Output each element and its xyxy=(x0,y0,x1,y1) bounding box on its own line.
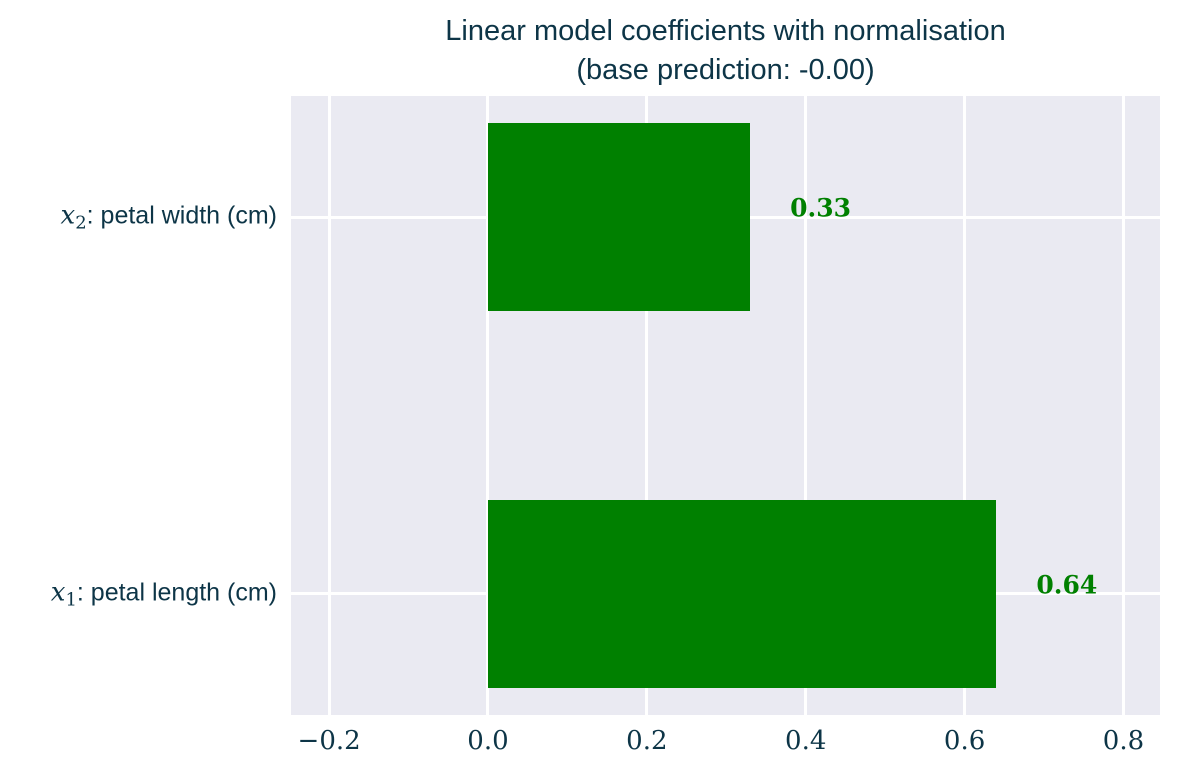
chart-title-line1: Linear model coefficients with normalisa… xyxy=(445,15,1006,47)
gridline-vertical xyxy=(486,96,490,715)
category-label-variable: x xyxy=(50,577,66,608)
bar-value-label: 0.64 xyxy=(1036,570,1098,600)
category-label-text: : petal width (cm) xyxy=(86,201,277,230)
gridline-vertical xyxy=(963,96,967,715)
bar xyxy=(487,123,751,312)
category-label-text: : petal length (cm) xyxy=(76,578,277,607)
gridline-vertical xyxy=(804,96,808,715)
category-label-subscript: 1 xyxy=(65,589,77,611)
x-axis-tick-label: 0.6 xyxy=(943,726,986,756)
y-axis-category-label: x1: petal length (cm) xyxy=(0,577,277,610)
gridline-vertical xyxy=(1121,96,1125,715)
bar-value-label: 0.33 xyxy=(790,193,851,223)
plot-area xyxy=(291,96,1160,715)
x-axis-tick-label: 0.0 xyxy=(467,726,509,756)
gridline-vertical xyxy=(327,96,331,715)
x-axis-tick-label: −0.2 xyxy=(297,726,361,756)
x-axis-tick-label: 0.8 xyxy=(1102,726,1145,756)
chart-title-line2: (base prediction: -0.00) xyxy=(576,54,875,86)
x-axis-tick-label: 0.4 xyxy=(785,726,827,756)
x-axis-tick-label: 0.2 xyxy=(626,726,668,756)
y-axis-category-label: x2: petal width (cm) xyxy=(0,201,277,234)
category-label-subscript: 2 xyxy=(75,212,87,234)
bar xyxy=(487,499,997,688)
gridline-vertical xyxy=(645,96,649,715)
chart-title: Linear model coefficients with normalisa… xyxy=(291,12,1160,90)
category-label-variable: x xyxy=(60,200,76,231)
